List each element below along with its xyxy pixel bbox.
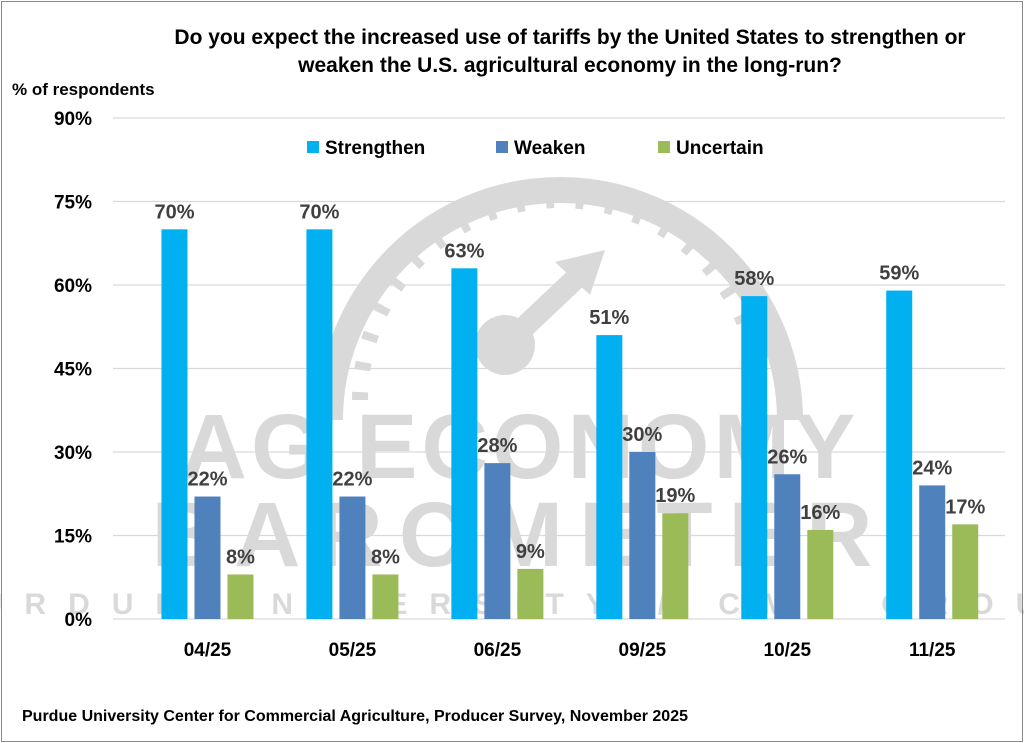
data-label: 30% bbox=[622, 424, 662, 446]
x-tick-label: 04/25 bbox=[184, 640, 232, 661]
source-note: Purdue University Center for Commercial … bbox=[22, 708, 688, 725]
y-tick-label: 15% bbox=[54, 527, 92, 548]
bar-uncertain-05-25 bbox=[372, 574, 399, 619]
legend-label-weaken: Weaken bbox=[514, 138, 585, 159]
y-tick-label: 45% bbox=[54, 360, 92, 381]
y-tick-label: 60% bbox=[54, 276, 92, 297]
legend-swatch-uncertain bbox=[658, 141, 670, 153]
y-axis-label: % of respondents bbox=[12, 80, 155, 99]
x-tick-label: 10/25 bbox=[764, 640, 812, 661]
bar-weaken-11-25 bbox=[919, 485, 946, 619]
bar-strengthen-09-25 bbox=[596, 335, 623, 619]
data-label: 59% bbox=[879, 263, 919, 285]
y-tick-label: 90% bbox=[54, 109, 92, 130]
legend-label-strengthen: Strengthen bbox=[325, 138, 425, 159]
bar-strengthen-10-25 bbox=[741, 296, 768, 619]
data-label: 58% bbox=[734, 268, 774, 290]
legend-swatch-strengthen bbox=[307, 141, 319, 153]
bar-uncertain-04-25 bbox=[227, 574, 254, 619]
bar-weaken-04-25 bbox=[194, 496, 221, 619]
data-label: 70% bbox=[299, 201, 339, 223]
bar-uncertain-11-25 bbox=[952, 524, 979, 619]
bar-uncertain-09-25 bbox=[662, 513, 689, 619]
bar-strengthen-06-25 bbox=[451, 268, 478, 619]
data-label: 16% bbox=[800, 502, 840, 524]
bar-weaken-09-25 bbox=[629, 452, 656, 619]
data-label: 28% bbox=[477, 435, 517, 457]
data-label: 24% bbox=[912, 457, 952, 479]
y-tick-label: 75% bbox=[54, 193, 92, 214]
data-label: 17% bbox=[945, 496, 985, 518]
data-label: 8% bbox=[226, 546, 255, 568]
data-label: 19% bbox=[655, 485, 695, 507]
legend-label-uncertain: Uncertain bbox=[676, 138, 764, 159]
bar-strengthen-05-25 bbox=[306, 229, 333, 620]
bar-weaken-10-25 bbox=[774, 474, 801, 619]
x-tick-label: 06/25 bbox=[474, 640, 522, 661]
data-label: 26% bbox=[767, 446, 807, 468]
data-label: 22% bbox=[332, 469, 372, 491]
data-label: 70% bbox=[154, 201, 194, 223]
data-label: 9% bbox=[516, 541, 545, 563]
data-label: 8% bbox=[371, 546, 400, 568]
bar-strengthen-04-25 bbox=[161, 229, 188, 620]
y-tick-label: 30% bbox=[54, 443, 92, 464]
svg-text:PURDUE UNIVERSITY / CME GROUP: PURDUE UNIVERSITY / CME GROUP bbox=[0, 588, 1024, 621]
bar-uncertain-06-25 bbox=[517, 568, 544, 619]
data-label: 22% bbox=[187, 469, 227, 491]
legend-swatch-weaken bbox=[496, 141, 508, 153]
watermark-logo: AG ECONOMY BAROMETER PURDUE UNIVERSITY /… bbox=[0, 177, 1024, 621]
data-label: 51% bbox=[589, 307, 629, 329]
chart-title: Do you expect the increased use of tarif… bbox=[174, 26, 966, 77]
x-tick-label: 11/25 bbox=[909, 640, 956, 661]
bar-uncertain-10-25 bbox=[807, 529, 834, 619]
x-tick-label: 09/25 bbox=[619, 640, 667, 661]
data-label: 63% bbox=[444, 240, 484, 262]
bar-strengthen-11-25 bbox=[886, 290, 913, 619]
bar-weaken-05-25 bbox=[339, 496, 366, 619]
x-tick-label: 05/25 bbox=[329, 640, 377, 661]
bar-weaken-06-25 bbox=[484, 463, 511, 619]
y-tick-label: 0% bbox=[65, 610, 93, 631]
